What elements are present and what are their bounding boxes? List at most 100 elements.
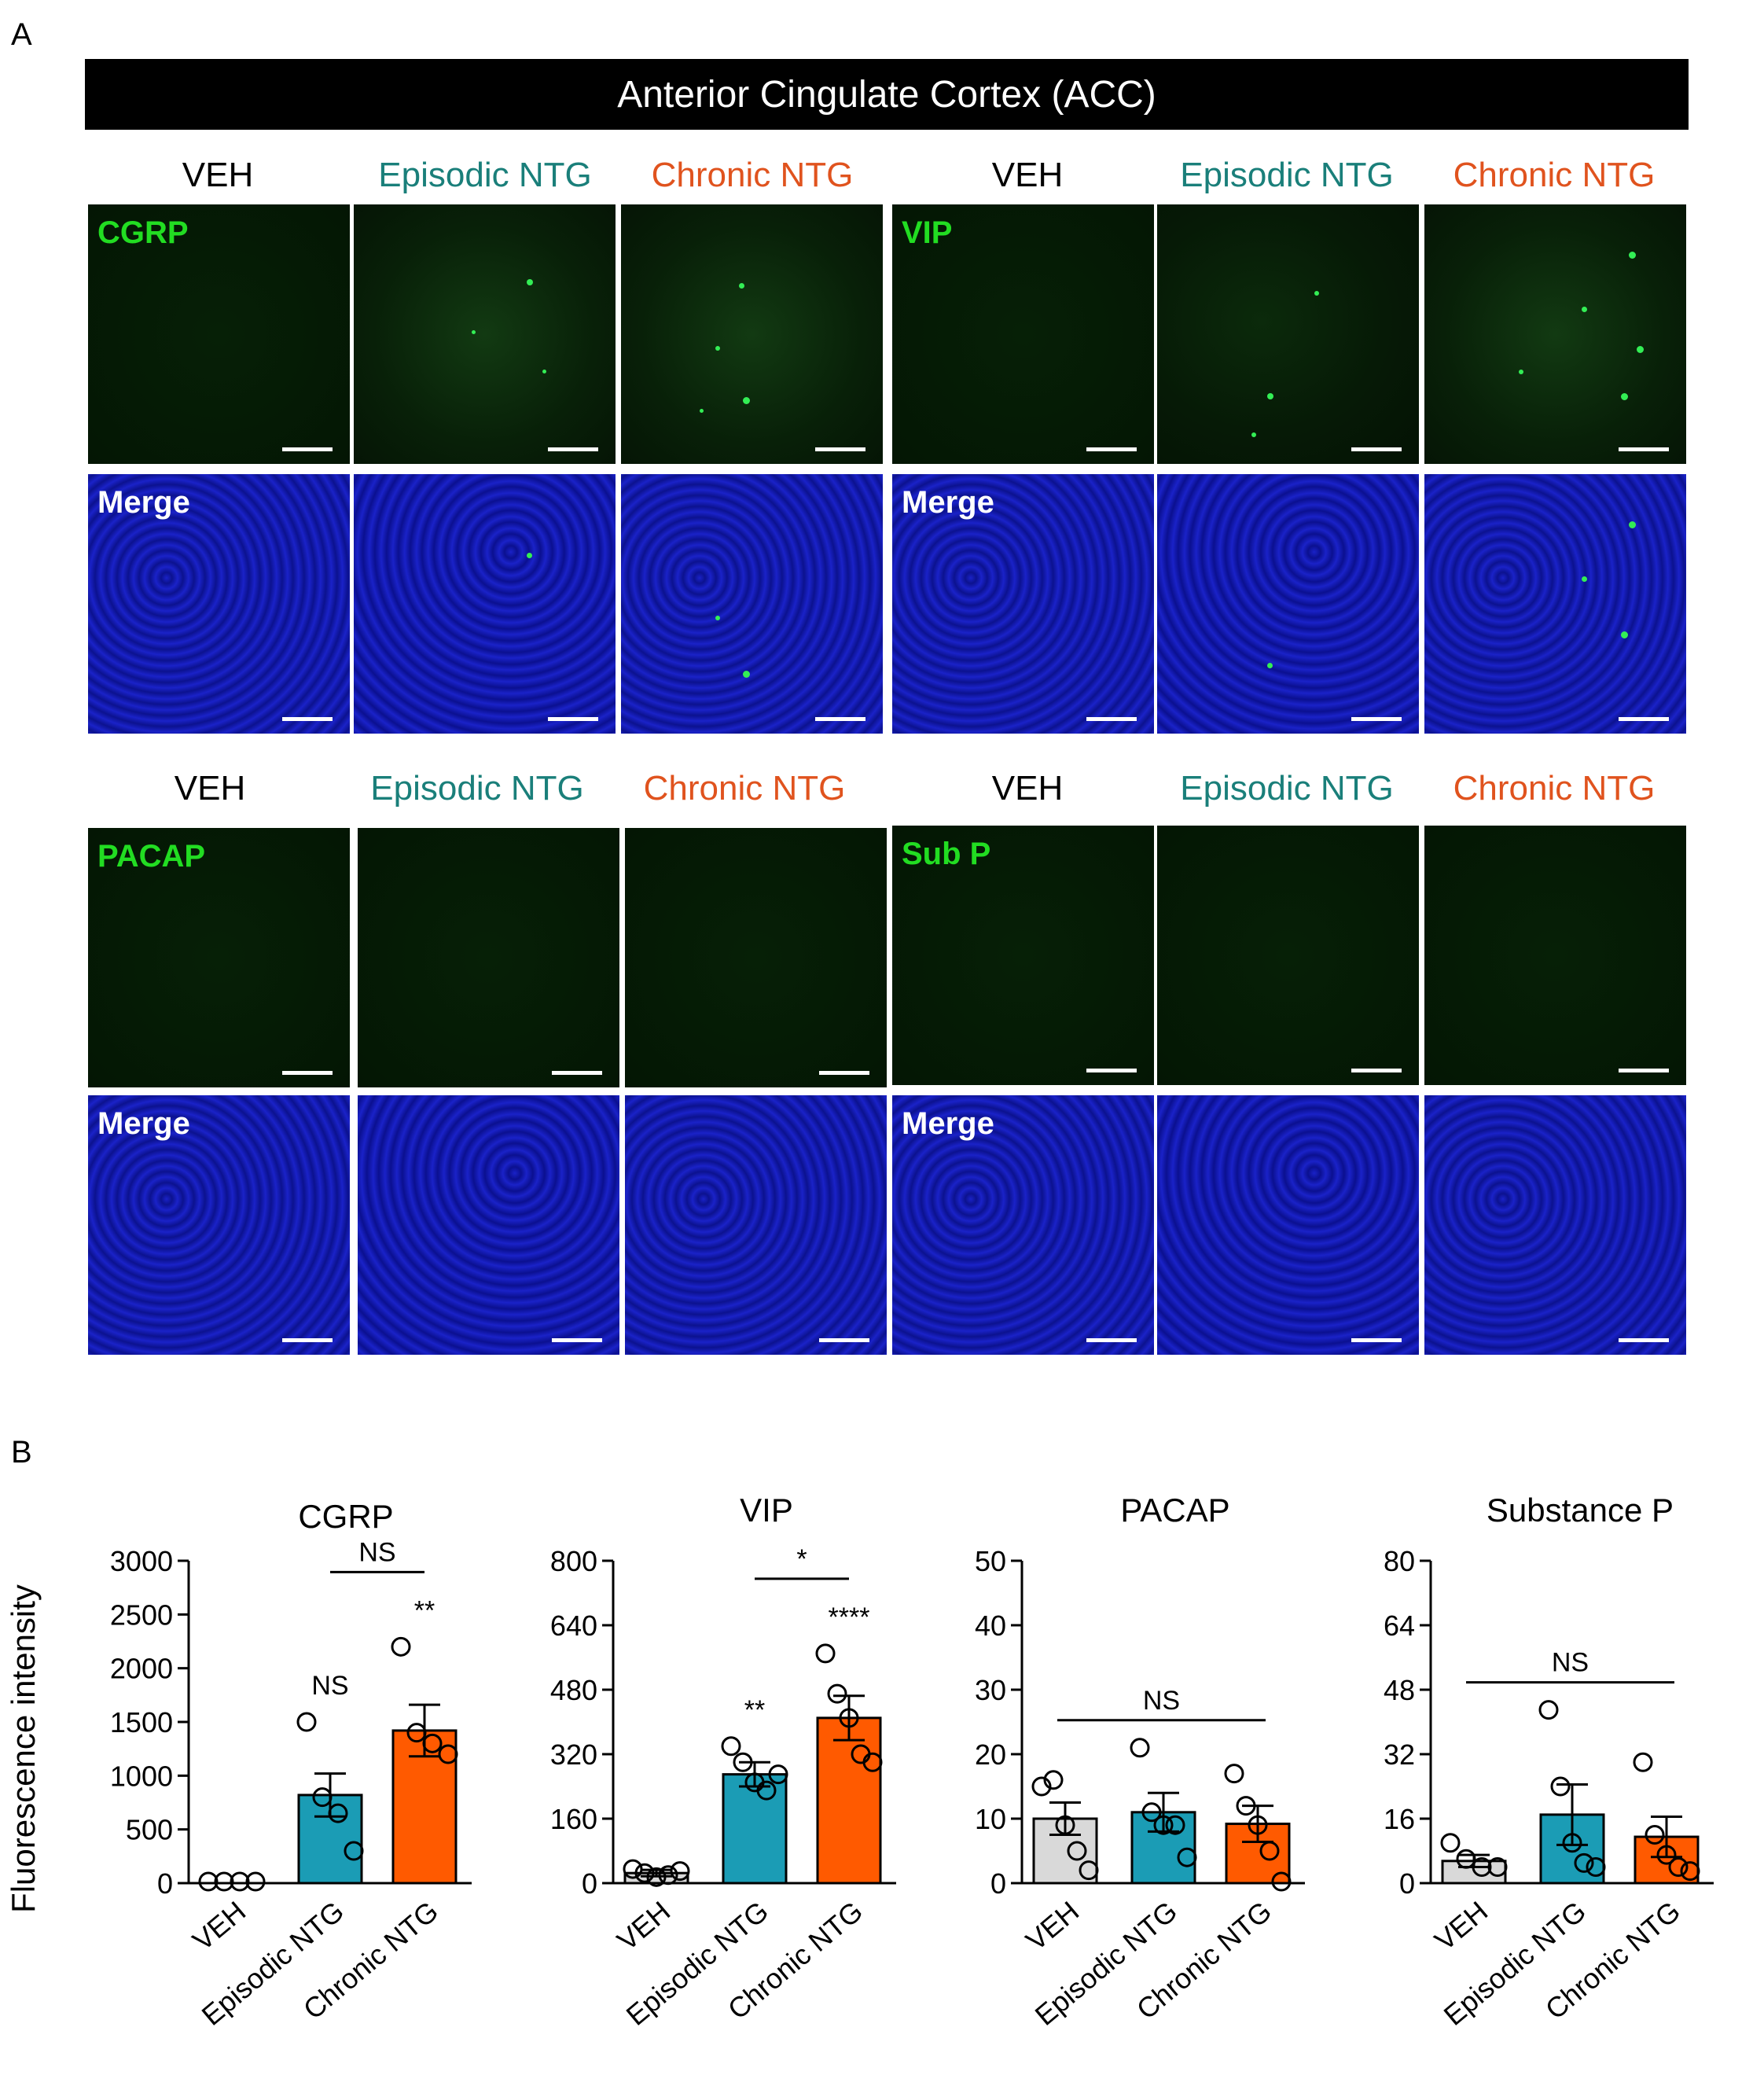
y-tick-label: 480 bbox=[550, 1674, 597, 1706]
scale-bar bbox=[1351, 717, 1402, 721]
data-point bbox=[1656, 1845, 1677, 1865]
micrograph-pacap-veh: PACAP bbox=[88, 828, 350, 1087]
micrograph-subp-episodic bbox=[1157, 826, 1419, 1085]
micrograph-cgrp-merge-veh: Merge bbox=[88, 474, 350, 734]
scale-bar bbox=[815, 717, 865, 721]
data-point bbox=[438, 1744, 458, 1764]
cond-veh: VEH bbox=[182, 156, 254, 194]
data-point bbox=[1586, 1857, 1606, 1877]
data-point bbox=[1259, 1841, 1280, 1861]
cond-episodic: Episodic NTG bbox=[1180, 156, 1394, 194]
micrograph-cgrp-chronic bbox=[621, 204, 883, 464]
data-point bbox=[733, 1752, 753, 1772]
data-point bbox=[839, 1708, 859, 1728]
x-tick-label: VEH bbox=[186, 1895, 252, 1957]
data-point bbox=[756, 1780, 777, 1801]
y-tick-label: 3000 bbox=[110, 1545, 173, 1577]
stain-label-subp: Sub P bbox=[902, 837, 991, 871]
scale-bar bbox=[1086, 447, 1137, 451]
data-point bbox=[1574, 1852, 1594, 1873]
comparison-label: NS bbox=[1552, 1648, 1589, 1678]
data-point bbox=[862, 1752, 883, 1772]
cond-episodic: Episodic NTG bbox=[370, 769, 584, 808]
y-tick-label: 500 bbox=[126, 1814, 173, 1846]
data-point bbox=[1562, 1833, 1582, 1853]
banner-title: Anterior Cingulate Cortex (ACC) bbox=[85, 59, 1689, 130]
bar bbox=[816, 1716, 882, 1885]
comparison-label: * bbox=[796, 1544, 807, 1574]
scale-bar bbox=[1619, 1338, 1669, 1342]
significance-label: ** bbox=[414, 1595, 435, 1625]
cond-chronic: Chronic NTG bbox=[643, 769, 846, 808]
data-point bbox=[1645, 1825, 1665, 1845]
y-tick-label: 16 bbox=[1384, 1803, 1415, 1835]
data-point bbox=[721, 1736, 741, 1757]
data-point bbox=[230, 1871, 250, 1892]
data-point bbox=[328, 1803, 348, 1823]
y-tick-label: 1500 bbox=[110, 1706, 173, 1738]
micrograph-subp-merge-veh: Merge bbox=[892, 1095, 1154, 1355]
cond-veh: VEH bbox=[991, 769, 1064, 808]
y-tick-label: 64 bbox=[1384, 1610, 1415, 1642]
chart-title-vip: VIP bbox=[740, 1492, 793, 1529]
data-point bbox=[658, 1865, 678, 1885]
scale-bar bbox=[282, 447, 333, 451]
data-point bbox=[1440, 1833, 1461, 1853]
data-point bbox=[1067, 1841, 1087, 1861]
data-point bbox=[1224, 1764, 1244, 1784]
significance-label: NS bbox=[311, 1671, 348, 1701]
y-tick-label: 20 bbox=[975, 1738, 1006, 1771]
data-point bbox=[1456, 1849, 1476, 1869]
micrograph-pacap-merge-veh: Merge bbox=[88, 1095, 350, 1355]
data-point bbox=[1271, 1871, 1292, 1892]
data-point bbox=[1248, 1815, 1268, 1835]
micrograph-subp-merge-chronic bbox=[1424, 1095, 1686, 1355]
stain-label-merge: Merge bbox=[902, 485, 994, 520]
micrograph-vip-episodic bbox=[1157, 204, 1419, 464]
y-tick-label: 30 bbox=[975, 1674, 1006, 1706]
data-point bbox=[245, 1871, 266, 1892]
data-point bbox=[1538, 1700, 1559, 1720]
x-tick-label: VEH bbox=[1428, 1895, 1494, 1957]
y-tick-label: 32 bbox=[1384, 1738, 1415, 1771]
data-point bbox=[1487, 1857, 1508, 1877]
panel-a-label: A bbox=[11, 17, 32, 52]
cond-veh: VEH bbox=[174, 769, 246, 808]
data-point bbox=[422, 1733, 443, 1753]
y-tick-label: 0 bbox=[1399, 1867, 1415, 1900]
data-point bbox=[1550, 1776, 1571, 1797]
scale-bar bbox=[1351, 1338, 1402, 1342]
data-point bbox=[1153, 1815, 1174, 1835]
micrograph-vip-merge-chronic bbox=[1424, 474, 1686, 734]
cond-chronic: Chronic NTG bbox=[1453, 769, 1656, 808]
micrograph-cgrp-merge-episodic bbox=[354, 474, 616, 734]
micrograph-pacap-merge-episodic bbox=[358, 1095, 619, 1355]
data-point bbox=[1668, 1857, 1689, 1877]
scale-bar bbox=[1619, 717, 1669, 721]
y-tick-label: 800 bbox=[550, 1545, 597, 1577]
data-point bbox=[391, 1636, 411, 1657]
data-point bbox=[1633, 1752, 1653, 1772]
y-tick-label: 2500 bbox=[110, 1599, 173, 1631]
y-tick-label: 40 bbox=[975, 1610, 1006, 1642]
stain-label-merge: Merge bbox=[97, 485, 190, 520]
micrograph-pacap-merge-chronic bbox=[625, 1095, 887, 1355]
scale-bar bbox=[552, 1071, 602, 1075]
scale-bar bbox=[1086, 717, 1137, 721]
data-point bbox=[768, 1764, 788, 1785]
micrograph-subp-chronic bbox=[1424, 826, 1686, 1085]
cond-episodic: Episodic NTG bbox=[1180, 769, 1394, 808]
scale-bar bbox=[1086, 1338, 1137, 1342]
panel-b-label: B bbox=[11, 1435, 32, 1470]
data-point bbox=[344, 1841, 364, 1861]
scale-bar bbox=[1619, 1069, 1669, 1072]
y-tick-label: 50 bbox=[975, 1545, 1006, 1577]
comparison-label: NS bbox=[358, 1541, 395, 1567]
y-tick-label: 10 bbox=[975, 1803, 1006, 1835]
y-tick-label: 160 bbox=[550, 1803, 597, 1835]
cond-veh: VEH bbox=[991, 156, 1064, 194]
stain-label-vip: VIP bbox=[902, 215, 953, 250]
